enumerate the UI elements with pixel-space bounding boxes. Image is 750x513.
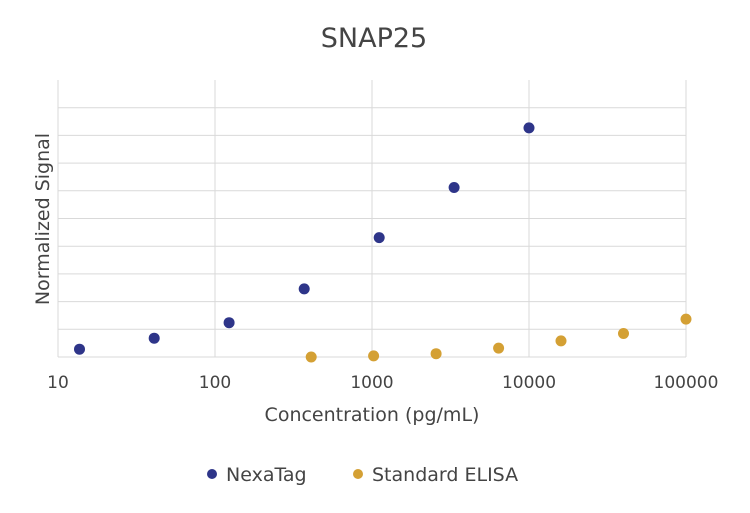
legend-marker [207, 469, 217, 479]
x-tick-label: 10000 [502, 373, 556, 393]
legend-label: NexaTag [226, 464, 307, 486]
x-tick-label: 10 [47, 373, 69, 393]
x-axis-label: Concentration (pg/mL) [265, 404, 480, 426]
x-tick-label: 100 [199, 373, 231, 393]
data-point-standard-elisa [618, 328, 629, 339]
x-tick-labels: 10 100 1000 10000 100000 [47, 373, 718, 393]
y-axis-label: Normalized Signal [32, 133, 54, 305]
data-point-standard-elisa [368, 350, 380, 362]
data-point-nexatag [223, 317, 235, 329]
data-point-standard-elisa [555, 335, 567, 347]
legend-label: Standard ELISA [372, 464, 518, 486]
x-tick-label: 100000 [654, 373, 719, 393]
data-point-nexatag [74, 343, 85, 355]
data-point-nexatag [373, 232, 385, 244]
grid [57, 80, 687, 358]
legend: NexaTag Standard ELISA [207, 464, 518, 486]
chart-title: SNAP25 [321, 23, 427, 54]
data-point-nexatag [298, 283, 310, 295]
data-point-standard-elisa [305, 351, 317, 363]
data-point-nexatag [523, 122, 535, 134]
data-points [74, 122, 692, 363]
legend-marker [353, 469, 363, 479]
data-point-nexatag [148, 332, 160, 344]
data-point-standard-elisa [430, 348, 442, 360]
x-tick-label: 1000 [350, 373, 393, 393]
data-point-standard-elisa [680, 313, 692, 325]
data-point-standard-elisa [493, 342, 505, 354]
data-point-nexatag [448, 182, 460, 193]
